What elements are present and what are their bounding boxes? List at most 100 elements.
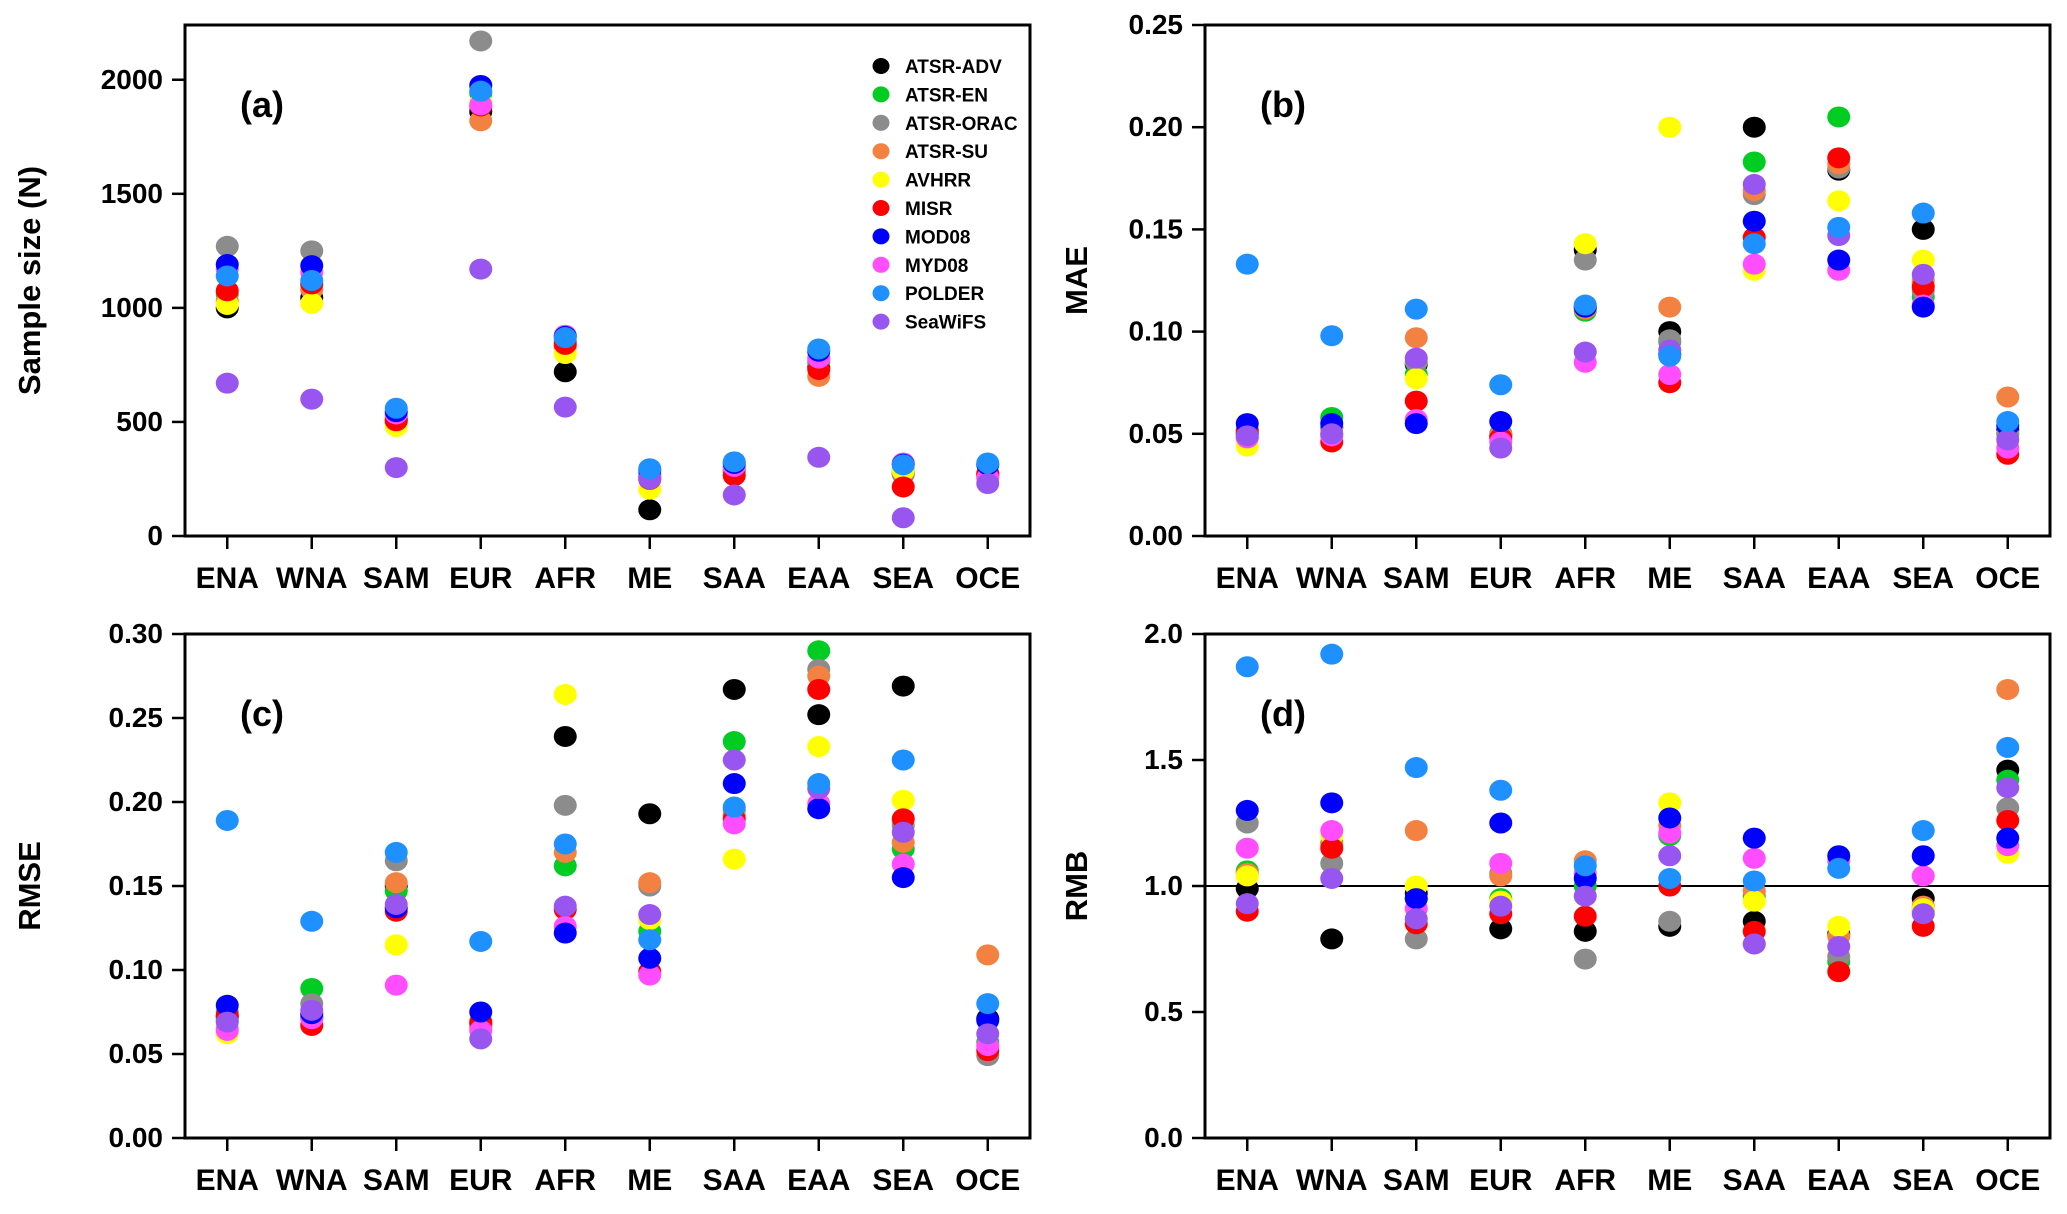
SeaWiFS-point <box>891 821 915 843</box>
SeaWiFS-point <box>1996 429 2020 451</box>
AVHRR-point <box>1404 368 1428 390</box>
POLDER-point <box>1320 643 1344 665</box>
x-category-label: EAA <box>1807 562 1870 595</box>
POLDER-point <box>1742 233 1766 255</box>
POLDER-point <box>1911 820 1935 842</box>
y-tick-label: 0.00 <box>109 1122 164 1153</box>
legend-item: ATSR-ADV <box>872 57 1002 78</box>
legend-item: POLDER <box>872 284 984 305</box>
x-category-label: WNA <box>276 1164 348 1197</box>
series-MISR <box>1235 809 2020 983</box>
AVHRR-point <box>891 789 915 811</box>
POLDER-point <box>1489 779 1513 801</box>
MOD08-point <box>722 773 746 795</box>
y-axis-title: MAE <box>1059 246 1094 315</box>
legend-dot-SeaWiFS <box>872 313 890 330</box>
y-tick-label: 1.5 <box>1144 744 1183 775</box>
POLDER-point <box>1573 294 1597 316</box>
legend-item: MOD08 <box>872 227 970 248</box>
POLDER-point <box>215 809 239 831</box>
series-MOD08 <box>215 74 1000 481</box>
legend: ATSR-ADV ATSR-EN ATSR-ORAC ATSR-SU AVHRR MISR… <box>872 57 1018 334</box>
MOD08-point <box>1404 413 1428 435</box>
SeaWiFS-point <box>1489 895 1513 917</box>
x-category-label: EUR <box>449 562 513 595</box>
SeaWiFS-point <box>891 507 915 529</box>
SeaWiFS-point <box>976 473 1000 495</box>
POLDER-point <box>1911 202 1935 224</box>
series-ATSR-ADV <box>215 675 1000 1035</box>
y-tick-label: 0.15 <box>1129 213 1184 244</box>
MOD08-point <box>553 922 577 944</box>
MISR-point <box>215 280 239 302</box>
POLDER-point <box>553 327 577 349</box>
x-category-label: SEA <box>1892 562 1954 595</box>
y-tick-label: 0.0 <box>1144 1122 1183 1153</box>
legend-label: ATSR-SU <box>905 142 988 163</box>
MISR-point <box>891 476 915 498</box>
legend-label: ATSR-EN <box>905 85 988 106</box>
POLDER-point <box>1742 870 1766 892</box>
y-tick-label: 0.20 <box>1129 111 1184 142</box>
series-MISR <box>1235 147 2020 465</box>
y-tick-label: 2000 <box>101 64 163 95</box>
AVHRR-point <box>722 848 746 870</box>
SeaWiFS-point <box>469 1028 493 1050</box>
series-ATSR-SU <box>215 665 1000 1040</box>
SeaWiFS-point <box>553 396 577 418</box>
y-tick-label: 1.0 <box>1144 870 1183 901</box>
ATSR-SU-point <box>1996 386 2020 408</box>
MYD08-point <box>384 974 408 996</box>
MOD08-point <box>1742 827 1766 849</box>
y-tick-label: 0.10 <box>1129 316 1184 347</box>
POLDER-point <box>553 833 577 855</box>
legend-label: ATSR-ORAC <box>905 114 1018 135</box>
MISR-point <box>1404 390 1428 412</box>
legend-dot-ATSR-ADV <box>872 58 890 74</box>
AVHRR-point <box>300 292 324 314</box>
POLDER-point <box>1404 298 1428 320</box>
POLDER-point <box>722 796 746 818</box>
series-POLDER <box>1235 202 2020 433</box>
y-tick-label: 0.20 <box>109 786 164 817</box>
series-AVHRR <box>1235 792 2020 937</box>
MYD08-point <box>1911 865 1935 887</box>
y-axis-title: RMSE <box>12 841 47 931</box>
MOD08-point <box>1911 296 1935 318</box>
ATSR-SU-point <box>384 872 408 894</box>
x-category-label: SEA <box>872 562 934 595</box>
x-category-label: ENA <box>1216 562 1279 595</box>
y-axis-title: RMB <box>1059 851 1094 922</box>
ATSR-SU-point <box>469 110 493 132</box>
x-category-label: SAA <box>1723 1164 1786 1197</box>
SeaWiFS-point <box>300 999 324 1021</box>
legend-dot-ATSR-ORAC <box>872 114 890 131</box>
series-ATSR-ADV <box>1235 759 2020 950</box>
plot-border <box>183 23 1032 538</box>
legend-label: ATSR-ADV <box>905 57 1002 78</box>
POLDER-point <box>469 80 493 102</box>
MOD08-point <box>638 947 662 969</box>
AVHRR-point <box>807 736 831 758</box>
x-category-label: OCE <box>1975 1164 2040 1197</box>
series-ATSR-EN <box>215 640 1000 1053</box>
MYD08-point <box>1742 253 1766 275</box>
series-MYD08 <box>1235 253 2020 459</box>
SeaWiFS-point <box>1911 903 1935 925</box>
series-MYD08 <box>1235 820 2020 920</box>
y-tick-label: 0.25 <box>109 702 164 733</box>
SeaWiFS-point <box>1827 935 1851 957</box>
x-category-label: WNA <box>1296 562 1368 595</box>
SeaWiFS-point <box>638 904 662 926</box>
POLDER-point <box>1404 757 1428 779</box>
panel-a: 0 500 1000 1500 2000 ENA WNA SAM EUR AFR ME SAA EAA S… <box>12 23 1032 595</box>
plot-border <box>1203 632 2052 1140</box>
MOD08-point <box>1911 845 1935 867</box>
MOD08-point <box>300 255 324 277</box>
ATSR-ADV-point <box>1489 918 1513 940</box>
y-tick-label: 500 <box>116 406 163 437</box>
ATSR-ADV-point <box>807 704 831 726</box>
POLDER-point <box>976 993 1000 1015</box>
ATSR-ADV-point <box>891 675 915 697</box>
ATSR-ORAC-point <box>1658 910 1682 932</box>
